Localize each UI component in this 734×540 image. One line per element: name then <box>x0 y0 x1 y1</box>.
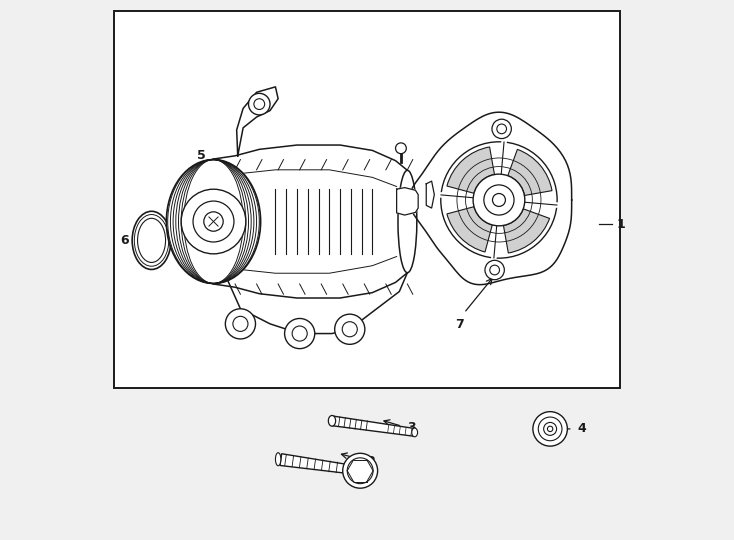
Circle shape <box>254 99 265 110</box>
Circle shape <box>343 453 377 488</box>
Text: 7: 7 <box>455 319 464 332</box>
Polygon shape <box>331 416 415 436</box>
Circle shape <box>181 189 246 254</box>
Circle shape <box>292 326 308 341</box>
Circle shape <box>396 143 407 154</box>
Circle shape <box>538 417 562 441</box>
Ellipse shape <box>275 453 281 465</box>
Ellipse shape <box>328 415 335 426</box>
Ellipse shape <box>412 428 418 437</box>
Circle shape <box>548 426 553 431</box>
Circle shape <box>335 314 365 345</box>
Bar <box>114 11 620 388</box>
Text: 1: 1 <box>617 218 625 231</box>
Text: 5: 5 <box>197 149 206 163</box>
Ellipse shape <box>203 159 225 284</box>
Circle shape <box>497 124 506 134</box>
Circle shape <box>342 322 357 337</box>
Ellipse shape <box>167 160 261 284</box>
Circle shape <box>285 319 315 349</box>
Text: 6: 6 <box>120 234 129 247</box>
Wedge shape <box>504 209 550 253</box>
Text: 4: 4 <box>577 422 586 435</box>
Text: 3: 3 <box>407 421 416 434</box>
Circle shape <box>249 93 270 115</box>
Circle shape <box>225 309 255 339</box>
Polygon shape <box>396 187 418 215</box>
Circle shape <box>484 185 514 215</box>
Polygon shape <box>214 273 407 334</box>
Circle shape <box>533 411 567 446</box>
Polygon shape <box>214 145 407 298</box>
Circle shape <box>193 201 234 242</box>
Circle shape <box>492 119 512 139</box>
Circle shape <box>490 265 500 275</box>
Wedge shape <box>447 207 493 252</box>
Polygon shape <box>236 87 278 156</box>
Polygon shape <box>409 112 572 285</box>
Circle shape <box>233 316 248 332</box>
Text: 2: 2 <box>367 455 376 468</box>
Wedge shape <box>447 147 495 193</box>
Circle shape <box>347 458 373 484</box>
Circle shape <box>473 174 525 226</box>
Circle shape <box>544 422 556 435</box>
Ellipse shape <box>132 211 171 269</box>
Circle shape <box>493 193 506 206</box>
Polygon shape <box>426 181 435 208</box>
Ellipse shape <box>398 170 417 273</box>
Circle shape <box>204 212 223 231</box>
Polygon shape <box>280 454 360 475</box>
Ellipse shape <box>137 218 166 262</box>
Wedge shape <box>508 150 552 195</box>
Circle shape <box>441 142 557 258</box>
Circle shape <box>485 260 504 280</box>
